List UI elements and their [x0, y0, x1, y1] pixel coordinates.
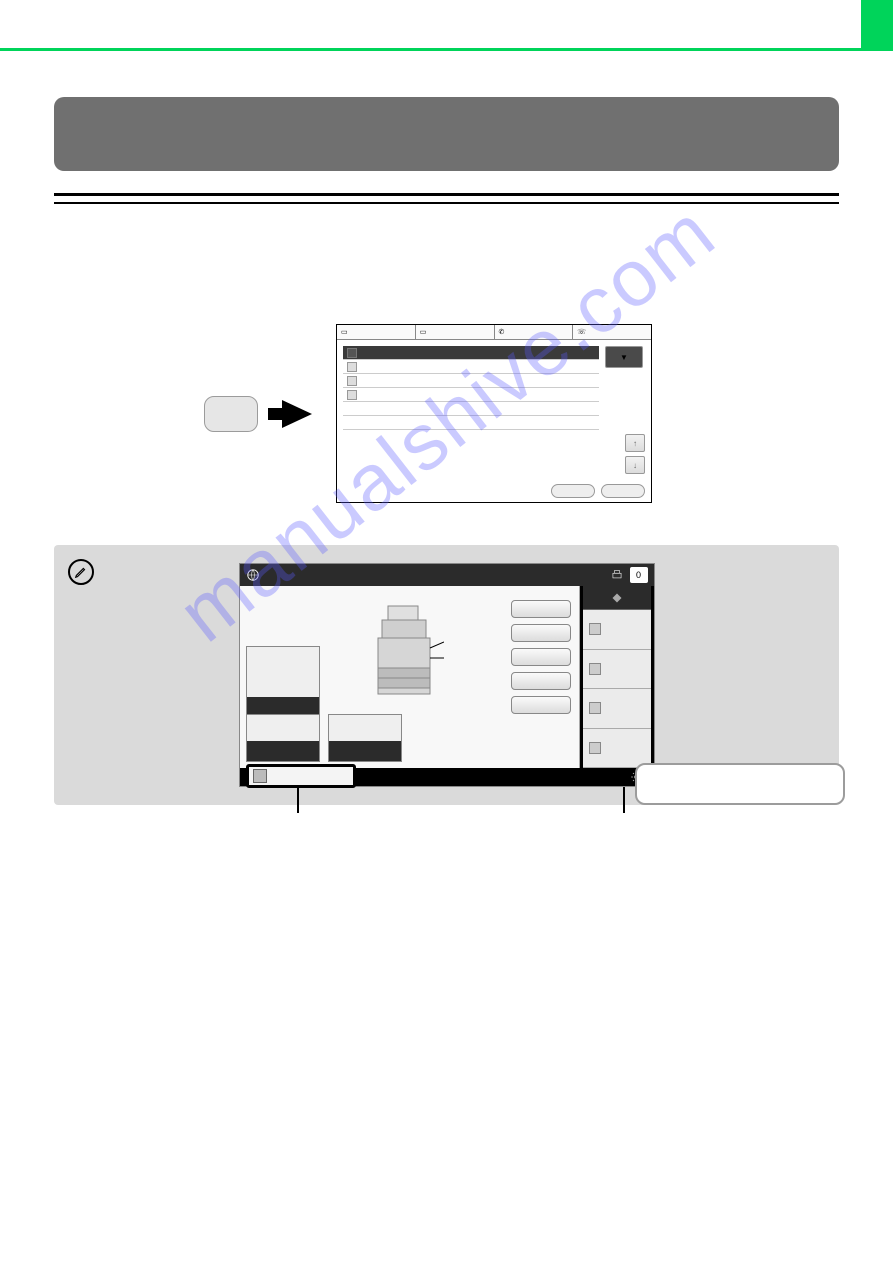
page-icon	[589, 623, 601, 635]
arrow-up-icon: ↑	[633, 439, 637, 448]
job-row[interactable]	[343, 346, 599, 360]
screen-footer	[240, 768, 654, 786]
pencil-icon	[74, 565, 88, 579]
footer-button[interactable]	[551, 484, 595, 498]
job-row[interactable]	[343, 360, 599, 374]
printer-mini-icon	[610, 568, 624, 582]
mode-button[interactable]	[511, 648, 571, 666]
mode-button[interactable]	[511, 624, 571, 642]
paper-tray[interactable]	[328, 714, 402, 762]
mode-button[interactable]	[511, 672, 571, 690]
content-area: ▭ ▭ ✆ ☏ ▼	[0, 51, 893, 845]
sidebar-item[interactable]	[583, 689, 651, 729]
counter-value: 0	[636, 570, 641, 580]
panel-footer	[337, 480, 651, 502]
mode-button[interactable]	[511, 600, 571, 618]
clock-icon	[589, 702, 601, 714]
clock-icon	[589, 663, 601, 675]
counter: 0	[630, 567, 648, 583]
page-icon	[347, 348, 357, 358]
clock-icon	[589, 742, 601, 754]
sidebar-item[interactable]	[583, 729, 651, 769]
chevron-down-icon: ▼	[620, 353, 628, 362]
job-row[interactable]	[343, 388, 599, 402]
job-status-panel: ▭ ▭ ✆ ☏ ▼	[336, 324, 652, 503]
tab-fax[interactable]: ✆	[495, 325, 574, 339]
phonebook-icon: ☏	[577, 328, 586, 336]
pencil-note-icon	[68, 559, 94, 585]
step-row: ▭ ▭ ✆ ☏ ▼	[204, 324, 839, 503]
job-row-empty	[343, 402, 599, 416]
folder-icon: ▭	[420, 328, 427, 336]
diamond-icon	[611, 592, 623, 604]
job-row-empty	[343, 416, 599, 430]
arrow-down-icon: ↓	[633, 461, 637, 470]
double-rule	[54, 193, 839, 204]
page-tab	[861, 0, 893, 48]
paper-tray[interactable]	[246, 714, 320, 762]
dropdown-button[interactable]: ▼	[605, 346, 643, 368]
phone-out-icon: ✆	[499, 328, 505, 336]
phone-icon	[347, 390, 357, 400]
clock-icon	[347, 362, 357, 372]
callout-line	[623, 787, 625, 813]
job-list	[343, 346, 599, 474]
hardware-key[interactable]	[204, 396, 258, 432]
home-screen: 0	[239, 563, 655, 787]
sidebar-item[interactable]	[583, 650, 651, 690]
mode-button[interactable]	[511, 696, 571, 714]
callout-line	[297, 787, 299, 813]
section-header	[54, 97, 839, 171]
tab-print[interactable]: ▭	[337, 325, 416, 339]
doc-icon: ▭	[341, 328, 348, 336]
page-icon	[253, 769, 267, 783]
arrow-right-icon	[282, 400, 312, 428]
footer-button[interactable]	[601, 484, 645, 498]
screen-sidebar	[580, 586, 654, 768]
job-status-button[interactable]	[246, 764, 356, 788]
panel-tabs: ▭ ▭ ✆ ☏	[337, 325, 651, 340]
contents-button[interactable]	[635, 763, 845, 805]
panel-side: ▼ ↑ ↓	[605, 346, 645, 474]
tab-ifax[interactable]: ☏	[573, 325, 651, 339]
sidebar-header	[583, 586, 651, 610]
printer-illustration	[372, 602, 444, 707]
scroll-down-button[interactable]: ↓	[625, 456, 645, 474]
screen-main	[240, 586, 580, 768]
mode-buttons	[511, 600, 571, 714]
scroll-up-button[interactable]: ↑	[625, 434, 645, 452]
page: ▭ ▭ ✆ ☏ ▼	[0, 0, 893, 845]
sidebar-item[interactable]	[583, 610, 651, 650]
globe-icon	[246, 568, 260, 582]
job-row[interactable]	[343, 374, 599, 388]
clock-icon	[347, 376, 357, 386]
tab-scan[interactable]: ▭	[416, 325, 495, 339]
screen-header: 0	[240, 564, 654, 586]
